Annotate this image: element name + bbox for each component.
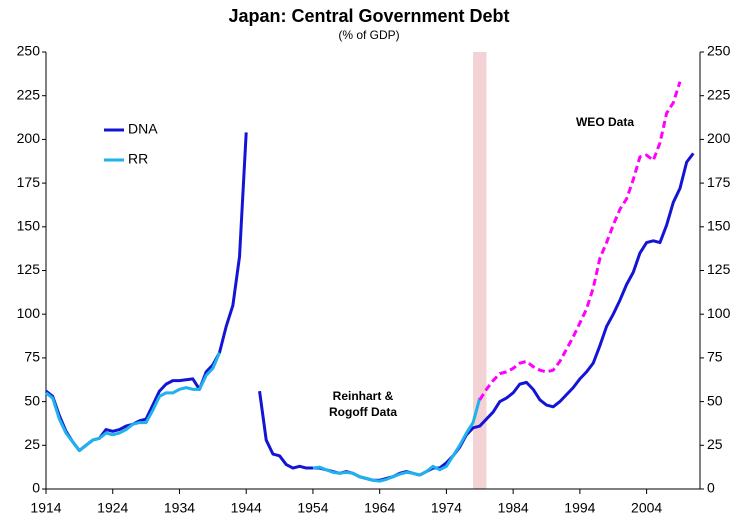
y2-tick-label: 25 [707,436,723,452]
line-0 [45,132,248,453]
x-tick-label: 1974 [431,500,462,516]
y-tick-label: 150 [17,218,41,234]
x-tick-label: 1934 [164,500,195,516]
y-tick-label: 25 [24,436,40,452]
chart-subtitle: (% of GDP) [338,28,399,42]
x-tick-label: 2004 [631,500,662,516]
legend-label: RR [128,151,148,167]
chart-title: Japan: Central Government Debt [228,6,509,26]
y-tick-label: 125 [17,261,41,277]
y2-tick-label: 200 [707,130,731,146]
y2-tick-label: 225 [707,86,731,102]
y2-tick-label: 125 [707,261,731,277]
y-tick-label: 225 [17,86,41,102]
y2-tick-label: 75 [707,349,723,365]
x-tick-label: 1984 [498,500,529,516]
y-tick-label: 200 [17,130,41,146]
y2-tick-label: 175 [707,174,731,190]
x-tick-label: 1964 [364,500,395,516]
y-tick-label: 250 [17,43,41,59]
line-2 [478,81,682,401]
y-tick-label: 0 [32,480,40,496]
legend-label: DNA [128,121,158,137]
y2-tick-label: 100 [707,305,731,321]
shaded-period [473,52,487,489]
y-tick-label: 100 [17,305,41,321]
series-label: WEO Data [576,115,634,129]
y2-tick-label: 50 [707,392,723,408]
line-1 [45,352,221,453]
x-tick-label: 1914 [30,500,61,516]
x-tick-label: 1924 [97,500,128,516]
x-tick-label: 1954 [297,500,328,516]
y-tick-label: 75 [24,349,40,365]
y2-tick-label: 150 [707,218,731,234]
y-tick-label: 175 [17,174,41,190]
y2-tick-label: 0 [707,480,715,496]
annotation: Rogoff Data [329,405,397,419]
y2-tick-label: 250 [707,43,731,59]
line-1 [312,397,482,483]
x-tick-label: 1994 [564,500,595,516]
annotation: Reinhart & [333,389,394,403]
x-tick-label: 1944 [231,500,262,516]
y-tick-label: 50 [24,392,40,408]
